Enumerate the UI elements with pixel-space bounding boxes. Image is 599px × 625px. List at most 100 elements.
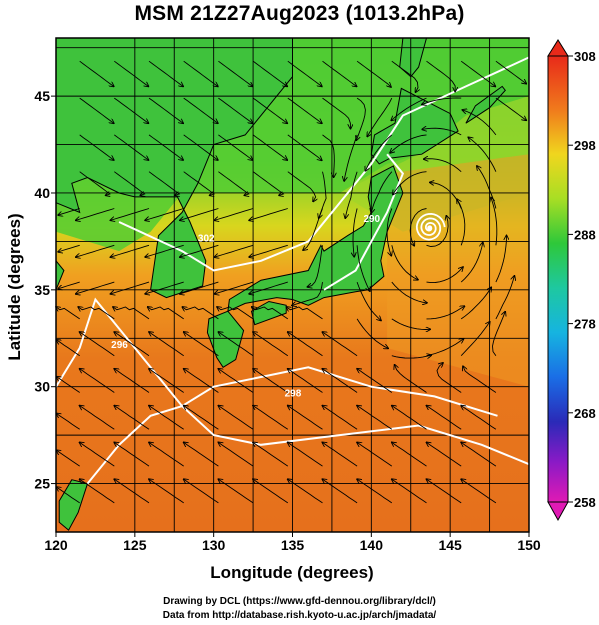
streamline <box>184 332 219 357</box>
y-tick-label: 30 <box>34 379 50 395</box>
streamline <box>460 60 495 86</box>
island-hokkaido <box>370 87 459 165</box>
streamline <box>114 369 150 393</box>
streamline <box>292 282 323 305</box>
streamline <box>57 487 80 504</box>
streamline <box>427 442 462 467</box>
streamline <box>249 281 288 294</box>
streamline <box>391 245 418 279</box>
streamline <box>322 369 358 393</box>
streamline <box>56 307 80 320</box>
streamline <box>322 332 358 357</box>
streamline <box>322 134 335 177</box>
streamline <box>79 60 114 86</box>
streamline <box>57 340 80 357</box>
streamline <box>288 332 323 357</box>
streamline <box>114 479 150 504</box>
colorbar-min-arrow <box>547 501 569 522</box>
streamline <box>184 442 219 467</box>
streamline <box>79 97 114 123</box>
streamline <box>392 479 427 504</box>
streamline-layer <box>56 60 526 504</box>
streamline <box>367 97 393 136</box>
streamline <box>462 110 497 136</box>
x-tick-label: 150 <box>517 537 541 553</box>
streamline <box>183 134 218 160</box>
streamline <box>253 442 289 467</box>
streamline <box>253 479 289 504</box>
streamline <box>79 134 114 160</box>
streamline <box>218 332 254 357</box>
streamline <box>58 244 80 252</box>
streamline <box>357 442 393 467</box>
streamline <box>148 134 183 160</box>
streamline <box>79 171 111 196</box>
streamline <box>356 60 391 87</box>
streamline <box>308 245 323 287</box>
isotherm-0 <box>55 297 530 466</box>
streamline <box>111 244 150 257</box>
streamline <box>356 245 370 291</box>
streamline <box>287 134 322 160</box>
streamline <box>253 406 289 430</box>
streamline <box>288 406 323 430</box>
streamline <box>357 369 393 393</box>
streamline <box>184 406 219 430</box>
streamline <box>215 244 254 257</box>
streamline <box>287 97 322 123</box>
streamline <box>218 479 254 504</box>
streamline <box>468 137 497 172</box>
streamline <box>495 97 526 120</box>
streamline <box>76 244 115 257</box>
streamline <box>149 442 184 467</box>
streamline <box>495 60 526 83</box>
streamline <box>80 442 115 467</box>
streamline <box>461 479 497 504</box>
streamline <box>426 216 449 247</box>
y-tick-label: 25 <box>34 476 50 492</box>
streamline <box>183 171 215 196</box>
streamline <box>114 60 148 86</box>
streamline <box>409 208 427 246</box>
streamline <box>356 318 388 349</box>
streamline <box>218 406 254 430</box>
streamline <box>424 159 462 173</box>
isotherm-3 <box>323 153 405 291</box>
streamline <box>460 322 490 357</box>
island-kuril <box>465 85 506 124</box>
x-tick-label: 125 <box>123 537 147 553</box>
credit-data-source: Data from http://database.rish.kyoto-u.a… <box>162 610 437 621</box>
streamline <box>218 60 252 86</box>
streamline <box>57 414 80 430</box>
streamline <box>461 406 497 430</box>
streamline <box>218 97 252 123</box>
streamline <box>114 406 150 430</box>
streamline <box>392 406 427 430</box>
streamline <box>491 198 498 246</box>
streamline <box>114 97 148 123</box>
streamline <box>182 307 219 320</box>
streamline <box>80 406 115 430</box>
streamline <box>218 171 250 196</box>
colorbar-ticks: 308 298 288 278 268 258 <box>568 49 596 510</box>
streamline <box>356 281 381 320</box>
streamline <box>114 134 148 160</box>
streamline <box>180 208 219 221</box>
streamline <box>249 208 288 221</box>
streamline <box>344 134 358 181</box>
streamline <box>287 171 316 202</box>
streamline <box>357 406 393 430</box>
streamline <box>426 339 464 357</box>
streamline <box>288 369 323 393</box>
streamline <box>253 332 289 357</box>
streamline <box>111 208 150 221</box>
streamline <box>252 307 289 320</box>
streamline <box>183 97 218 123</box>
streamline <box>288 479 323 504</box>
streamline <box>149 332 184 357</box>
streamline <box>114 332 150 357</box>
streamline <box>145 208 184 221</box>
streamline <box>78 307 115 320</box>
streamline <box>180 281 219 294</box>
chart-title: MSM 21Z27Aug2023 (1013.2hPa) <box>134 2 465 25</box>
